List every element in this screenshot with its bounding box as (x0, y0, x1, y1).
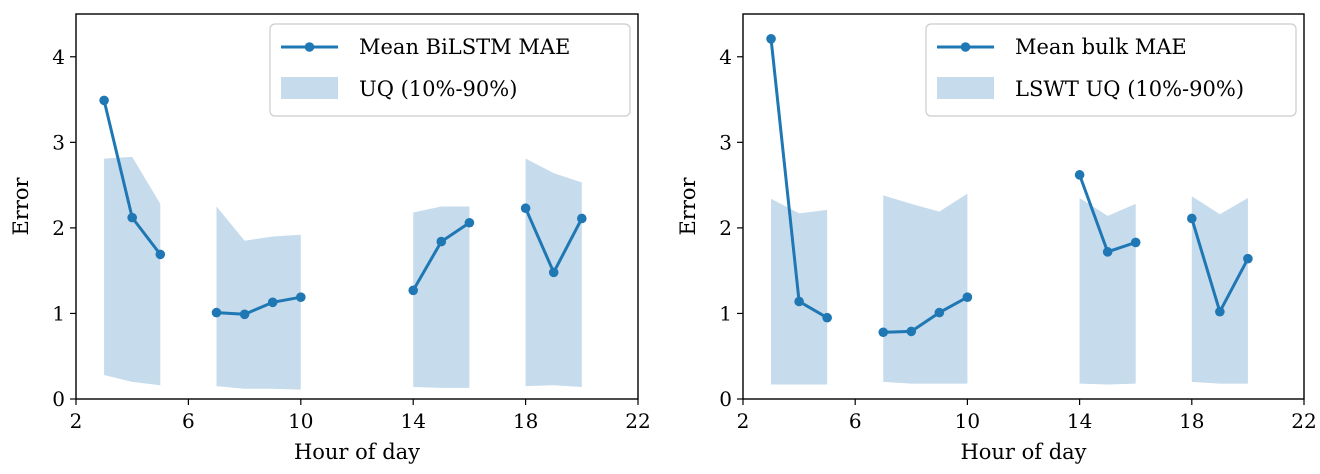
legend-marker-swatch (960, 42, 971, 52)
data-point (211, 307, 222, 318)
uq-band-segment-3 (1079, 197, 1136, 385)
uq-band-segment-4 (1191, 196, 1248, 384)
y-tick-label: 0 (52, 387, 65, 411)
data-point (296, 292, 306, 302)
data-point (155, 249, 166, 260)
legend-label-mean: Mean BiLSTM MAE (359, 35, 570, 59)
data-point (1074, 170, 1085, 180)
legend-box (925, 23, 1297, 117)
data-point (962, 292, 973, 302)
data-point (436, 236, 447, 247)
x-tick-label: 2 (737, 409, 750, 433)
legend-marker-swatch (304, 42, 315, 52)
uq-band-segment-1 (104, 156, 161, 386)
uq-band-segment-2 (216, 206, 301, 390)
legend: Mean bulk MAE LSWT UQ (10%-90%) (925, 23, 1297, 117)
plot-frame (75, 13, 639, 400)
data-point (127, 212, 137, 223)
x-tick-label: 22 (1291, 409, 1316, 433)
chart-panel-1: 2 6 10 14 18 22 0 1 2 3 4 Hour of day Error Mean BiLS… (9, 13, 651, 464)
data-point (1130, 237, 1141, 248)
data-point (878, 327, 889, 338)
uq-band-segment-2 (883, 193, 968, 384)
mean-line-segment-2 (881, 295, 969, 334)
y-tick-label: 4 (719, 45, 732, 69)
y-tick-label: 3 (52, 130, 65, 154)
x-tick-label: 6 (182, 409, 195, 433)
y-tick-label: 0 (719, 387, 732, 411)
data-point (1243, 253, 1253, 264)
mean-line-segment-2 (215, 295, 303, 316)
data-point (766, 34, 776, 44)
x-tick-label: 14 (400, 409, 425, 433)
x-tick-label: 10 (955, 409, 980, 433)
y-tick-label: 4 (52, 45, 65, 69)
plot-frame (742, 13, 1305, 400)
data-point (267, 297, 278, 308)
uq-band-segment-3 (413, 206, 470, 388)
data-point (794, 296, 804, 307)
data-point (548, 267, 559, 278)
legend-band-swatch (281, 77, 338, 99)
y-tick-label: 1 (719, 301, 732, 325)
y-tick-label: 2 (52, 216, 65, 240)
data-point (934, 307, 945, 318)
legend-label-mean: Mean bulk MAE (1015, 35, 1187, 59)
data-point (520, 203, 531, 214)
y-tick-label: 3 (719, 130, 732, 154)
legend-box (269, 23, 631, 117)
data-point (239, 309, 250, 320)
data-point (99, 95, 109, 106)
data-point (577, 213, 587, 224)
data-point (1102, 247, 1113, 257)
x-axis-label: Hour of day (294, 440, 420, 464)
legend-label-band: LSWT UQ (10%-90%) (1015, 77, 1244, 101)
x-tick-label: 2 (70, 409, 83, 433)
data-point (906, 326, 917, 337)
x-tick-label: 18 (513, 409, 538, 433)
x-tick-label: 14 (1067, 409, 1092, 433)
legend: Mean BiLSTM MAE UQ (10%-90%) (269, 23, 631, 117)
x-tick-label: 22 (625, 409, 650, 433)
data-point (822, 312, 832, 323)
data-point (464, 217, 475, 228)
y-tick-label: 1 (52, 301, 65, 325)
y-axis-label: Error (676, 176, 700, 235)
data-point (1187, 213, 1197, 224)
legend-band-swatch (937, 77, 994, 99)
chart-panel-2: 2 6 10 14 18 22 0 1 2 3 4 Hour of day Error Mean bulk… (676, 13, 1317, 464)
x-axis-label: Hour of day (960, 440, 1086, 464)
data-point (1215, 306, 1225, 317)
x-tick-label: 18 (1179, 409, 1204, 433)
data-point (408, 285, 419, 296)
x-tick-label: 6 (849, 409, 862, 433)
legend-label-band: UQ (10%-90%) (359, 77, 517, 101)
x-tick-label: 10 (288, 409, 313, 433)
y-tick-label: 2 (719, 216, 732, 240)
y-axis-label: Error (9, 176, 33, 235)
